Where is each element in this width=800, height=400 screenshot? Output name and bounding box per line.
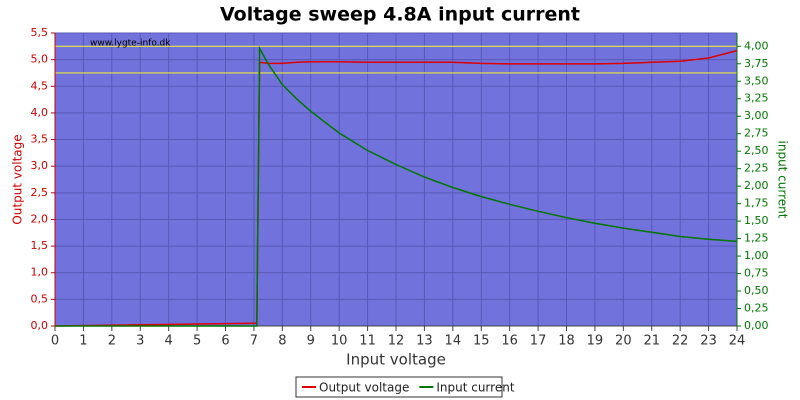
legend-label: Input current xyxy=(436,381,514,395)
y2-axis-label: input current xyxy=(776,141,790,219)
y-tick-label: 1,5 xyxy=(31,239,49,252)
y-tick-label: 3,5 xyxy=(31,133,49,146)
x-tick-label: 3 xyxy=(136,334,144,349)
y-tick-label: 2,0 xyxy=(31,212,49,225)
y-tick-label: 0,5 xyxy=(31,292,49,305)
x-axis-label: Input voltage xyxy=(346,351,446,369)
y-tick-label: 3,0 xyxy=(31,159,49,172)
y2-tick-label: 2,00 xyxy=(744,179,769,192)
series-line xyxy=(55,45,738,327)
y2-tick-label: 4,00 xyxy=(744,39,769,52)
x-tick-label: 0 xyxy=(51,334,59,349)
x-tick-label: 13 xyxy=(416,334,433,349)
y-tick-label: 5,0 xyxy=(31,53,49,66)
y2-tick-label: 0,75 xyxy=(744,267,769,280)
y2-tick-label: 3,25 xyxy=(744,92,769,105)
y2-tick-label: 3,00 xyxy=(744,109,769,122)
x-tick-label: 2 xyxy=(108,334,116,349)
x-tick-label: 6 xyxy=(221,334,229,349)
x-tick-label: 16 xyxy=(501,334,518,349)
y2-tick-label: 2,25 xyxy=(744,162,769,175)
x-tick-label: 17 xyxy=(530,334,547,349)
y2-tick-label: 1,75 xyxy=(744,197,769,210)
y2-tick-label: 3,75 xyxy=(744,57,769,70)
y2-tick-label: 1,00 xyxy=(744,249,769,262)
legend: Output voltage Input current xyxy=(295,376,515,398)
x-tick-label: 23 xyxy=(700,334,717,349)
y2-tick-label: 3,50 xyxy=(744,74,769,87)
x-tick-label: 20 xyxy=(615,334,632,349)
x-tick-label: 24 xyxy=(729,334,746,349)
x-tick-label: 5 xyxy=(193,334,201,349)
chart-title: Voltage sweep 4.8A input current xyxy=(220,4,580,26)
x-tick-label: 22 xyxy=(672,334,689,349)
x-tick-label: 19 xyxy=(587,334,604,349)
y-tick-label: 1,0 xyxy=(31,266,49,279)
y-tick-label: 2,5 xyxy=(31,186,49,199)
watermark: www.lygte-info.dk xyxy=(90,39,171,49)
x-tick-label: 10 xyxy=(331,334,348,349)
y2-tick-label: 1,50 xyxy=(744,214,769,227)
x-tick-label: 21 xyxy=(643,334,660,349)
y2-tick-label: 0,25 xyxy=(744,302,769,315)
y2-tick-label: 1,25 xyxy=(744,232,769,245)
y-axis-label: Output voltage xyxy=(11,134,25,224)
x-tick-label: 9 xyxy=(307,334,315,349)
x-tick-label: 14 xyxy=(445,334,462,349)
y-tick-label: 0,0 xyxy=(31,319,49,332)
x-tick-label: 15 xyxy=(473,334,490,349)
legend-label: Output voltage xyxy=(319,381,409,395)
x-tick-label: 18 xyxy=(558,334,575,349)
legend-box xyxy=(295,376,503,398)
y2-tick-label: 0,50 xyxy=(744,284,769,297)
x-tick-label: 11 xyxy=(359,334,376,349)
series-line xyxy=(54,49,738,327)
y-tick-label: 4,5 xyxy=(31,79,49,92)
y-tick-label: 4,0 xyxy=(31,106,49,119)
x-tick-label: 7 xyxy=(250,334,258,349)
x-tick-label: 8 xyxy=(278,334,286,349)
x-tick-label: 1 xyxy=(79,334,87,349)
y2-tick-label: 0,00 xyxy=(744,319,769,332)
x-tick-label: 4 xyxy=(165,334,173,349)
y2-tick-label: 2,75 xyxy=(744,127,769,140)
x-tick-label: 12 xyxy=(388,334,405,349)
y-tick-label: 5,5 xyxy=(31,26,49,39)
y2-tick-label: 2,50 xyxy=(744,144,769,157)
